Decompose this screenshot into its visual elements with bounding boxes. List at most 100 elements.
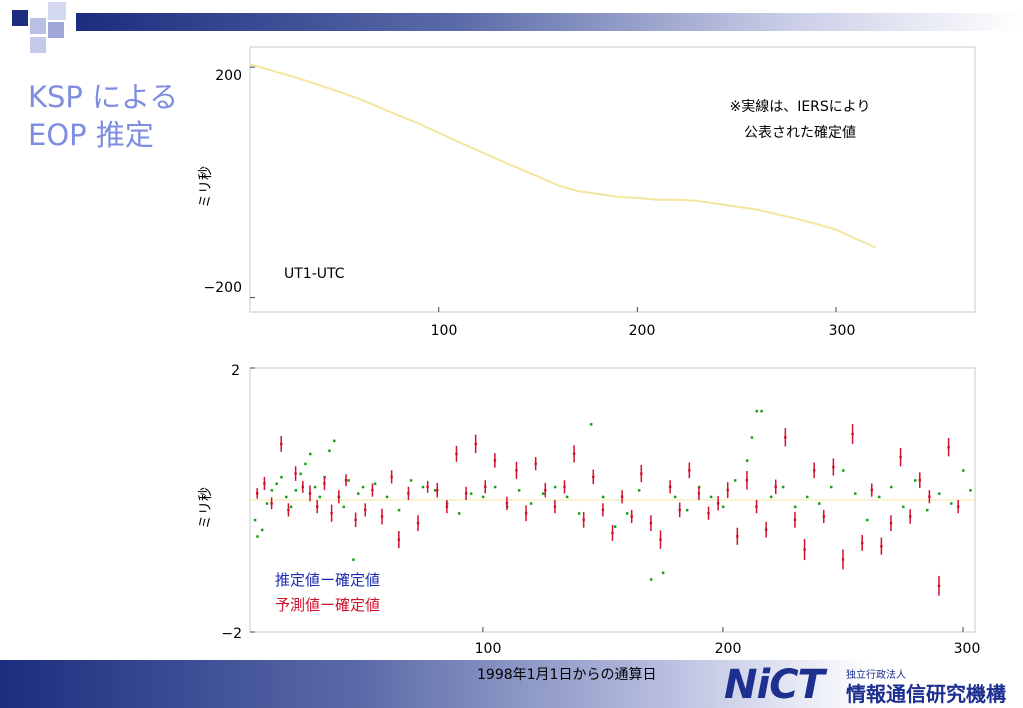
prediction-point xyxy=(553,505,557,508)
estimate-point xyxy=(553,485,557,489)
iers-note-line1: ※実線は、IERSにより xyxy=(729,99,870,115)
nict-logo-org-name: 情報通信研究機構 xyxy=(846,682,1006,706)
prediction-point xyxy=(572,452,576,455)
prediction-point xyxy=(397,538,400,541)
ut1-utc-line xyxy=(249,63,877,249)
top-x-tick-label-300: 300 xyxy=(829,323,856,339)
prediction-point xyxy=(270,502,273,505)
prediction-point xyxy=(308,492,312,495)
prediction-point xyxy=(464,492,468,495)
prediction-point xyxy=(263,482,266,485)
estimate-point xyxy=(577,512,581,515)
prediction-point xyxy=(534,462,537,465)
estimate-point xyxy=(745,459,749,462)
prediction-point xyxy=(774,485,777,488)
estimate-point xyxy=(289,505,293,509)
prediction-point xyxy=(330,512,333,515)
estimate-point xyxy=(926,508,929,512)
prediction-point xyxy=(280,442,283,446)
estimate-point xyxy=(469,492,473,495)
estimate-point xyxy=(357,492,360,495)
estimate-point xyxy=(625,512,629,515)
bottom-banner-bar xyxy=(0,660,1023,708)
prediction-point xyxy=(493,459,497,462)
estimate-point xyxy=(709,495,713,499)
prediction-point xyxy=(937,584,941,587)
bottom-y-axis-label: ミリ秒 xyxy=(198,487,214,529)
prediction-point xyxy=(813,469,816,472)
estimate-point xyxy=(529,502,533,505)
prediction-point xyxy=(592,475,595,479)
bottom-x-tick-label-100: 100 xyxy=(475,641,502,657)
estimate-point xyxy=(781,485,785,489)
estimate-point xyxy=(270,489,274,492)
estimate-point xyxy=(565,495,569,499)
prediction-point xyxy=(515,469,518,472)
prediction-point xyxy=(544,488,547,492)
estimate-point xyxy=(649,578,653,581)
slide-title-line1: KSP による xyxy=(28,80,179,114)
estimate-point xyxy=(421,485,425,489)
prediction-point xyxy=(659,538,662,541)
estimate-point xyxy=(294,489,298,492)
estimate-point xyxy=(866,518,869,522)
prediction-point xyxy=(524,512,528,515)
logo-square-grey xyxy=(30,37,46,53)
prediction-point xyxy=(601,508,605,512)
slide-title: KSP による EOP 推定 xyxy=(28,78,178,154)
slide-title-line2: EOP 推定 xyxy=(28,118,154,152)
prediction-point xyxy=(620,495,624,498)
top-y-tick-label-neg200: −200 xyxy=(204,280,242,296)
estimate-point xyxy=(902,505,905,509)
ut1-utc-annotation: UT1-UTC xyxy=(284,266,345,282)
estimate-point xyxy=(328,449,331,452)
estimate-point xyxy=(265,502,269,505)
top-banner-bar xyxy=(76,13,1023,31)
prediction-point xyxy=(407,492,410,495)
estimate-point xyxy=(818,502,821,505)
logo-square-small xyxy=(48,22,64,38)
prediction-point xyxy=(899,455,902,459)
prediction-point xyxy=(726,488,729,492)
estimate-point xyxy=(352,558,355,561)
logo-square-pale xyxy=(48,2,66,20)
prediction-point xyxy=(416,521,420,525)
bottom-y-tick-label-2: 2 xyxy=(231,363,240,379)
estimate-point xyxy=(969,489,972,492)
estimate-point xyxy=(433,489,437,492)
prediction-point xyxy=(928,495,931,498)
estimate-point xyxy=(261,528,264,532)
prediction-point xyxy=(445,505,449,508)
prediction-point xyxy=(611,531,614,535)
prediction-point xyxy=(426,485,429,488)
estimate-point xyxy=(256,535,259,538)
prediction-point xyxy=(841,558,845,561)
charts-canvas: 200 −200 100 200 300 ミリ秒 UT1-UTC ※実線は、IE… xyxy=(198,46,980,657)
prediction-point xyxy=(294,472,297,475)
prediction-point xyxy=(256,492,259,495)
prediction-point xyxy=(832,465,835,469)
prediction-point xyxy=(380,515,384,518)
prediction-point xyxy=(851,432,854,436)
estimate-point xyxy=(285,495,288,499)
top-x-tick-label-200: 200 xyxy=(629,323,656,339)
prediction-point xyxy=(474,442,477,446)
prediction-point xyxy=(323,482,326,485)
estimate-point xyxy=(361,485,365,489)
prediction-point xyxy=(861,541,864,545)
estimate-point xyxy=(457,512,461,515)
bottom-chart-ticks xyxy=(250,367,964,633)
bottom-chart-series xyxy=(253,409,972,596)
prediction-point xyxy=(582,518,585,521)
prediction-point xyxy=(909,515,912,518)
estimate-point xyxy=(755,409,758,413)
estimate-point xyxy=(950,502,953,505)
residual-chart: 2 −2 100 200 300 ミリ秒 推定値ー確定値 予測値ー確定値 xyxy=(198,363,980,657)
estimate-point xyxy=(613,525,617,528)
logo-square-light xyxy=(30,18,46,34)
prediction-point xyxy=(371,488,374,492)
prediction-point xyxy=(630,515,633,518)
x-axis-label: 1998年1月1日からの通算日 xyxy=(477,667,657,683)
prediction-point xyxy=(316,505,319,508)
prediction-point xyxy=(640,472,643,475)
